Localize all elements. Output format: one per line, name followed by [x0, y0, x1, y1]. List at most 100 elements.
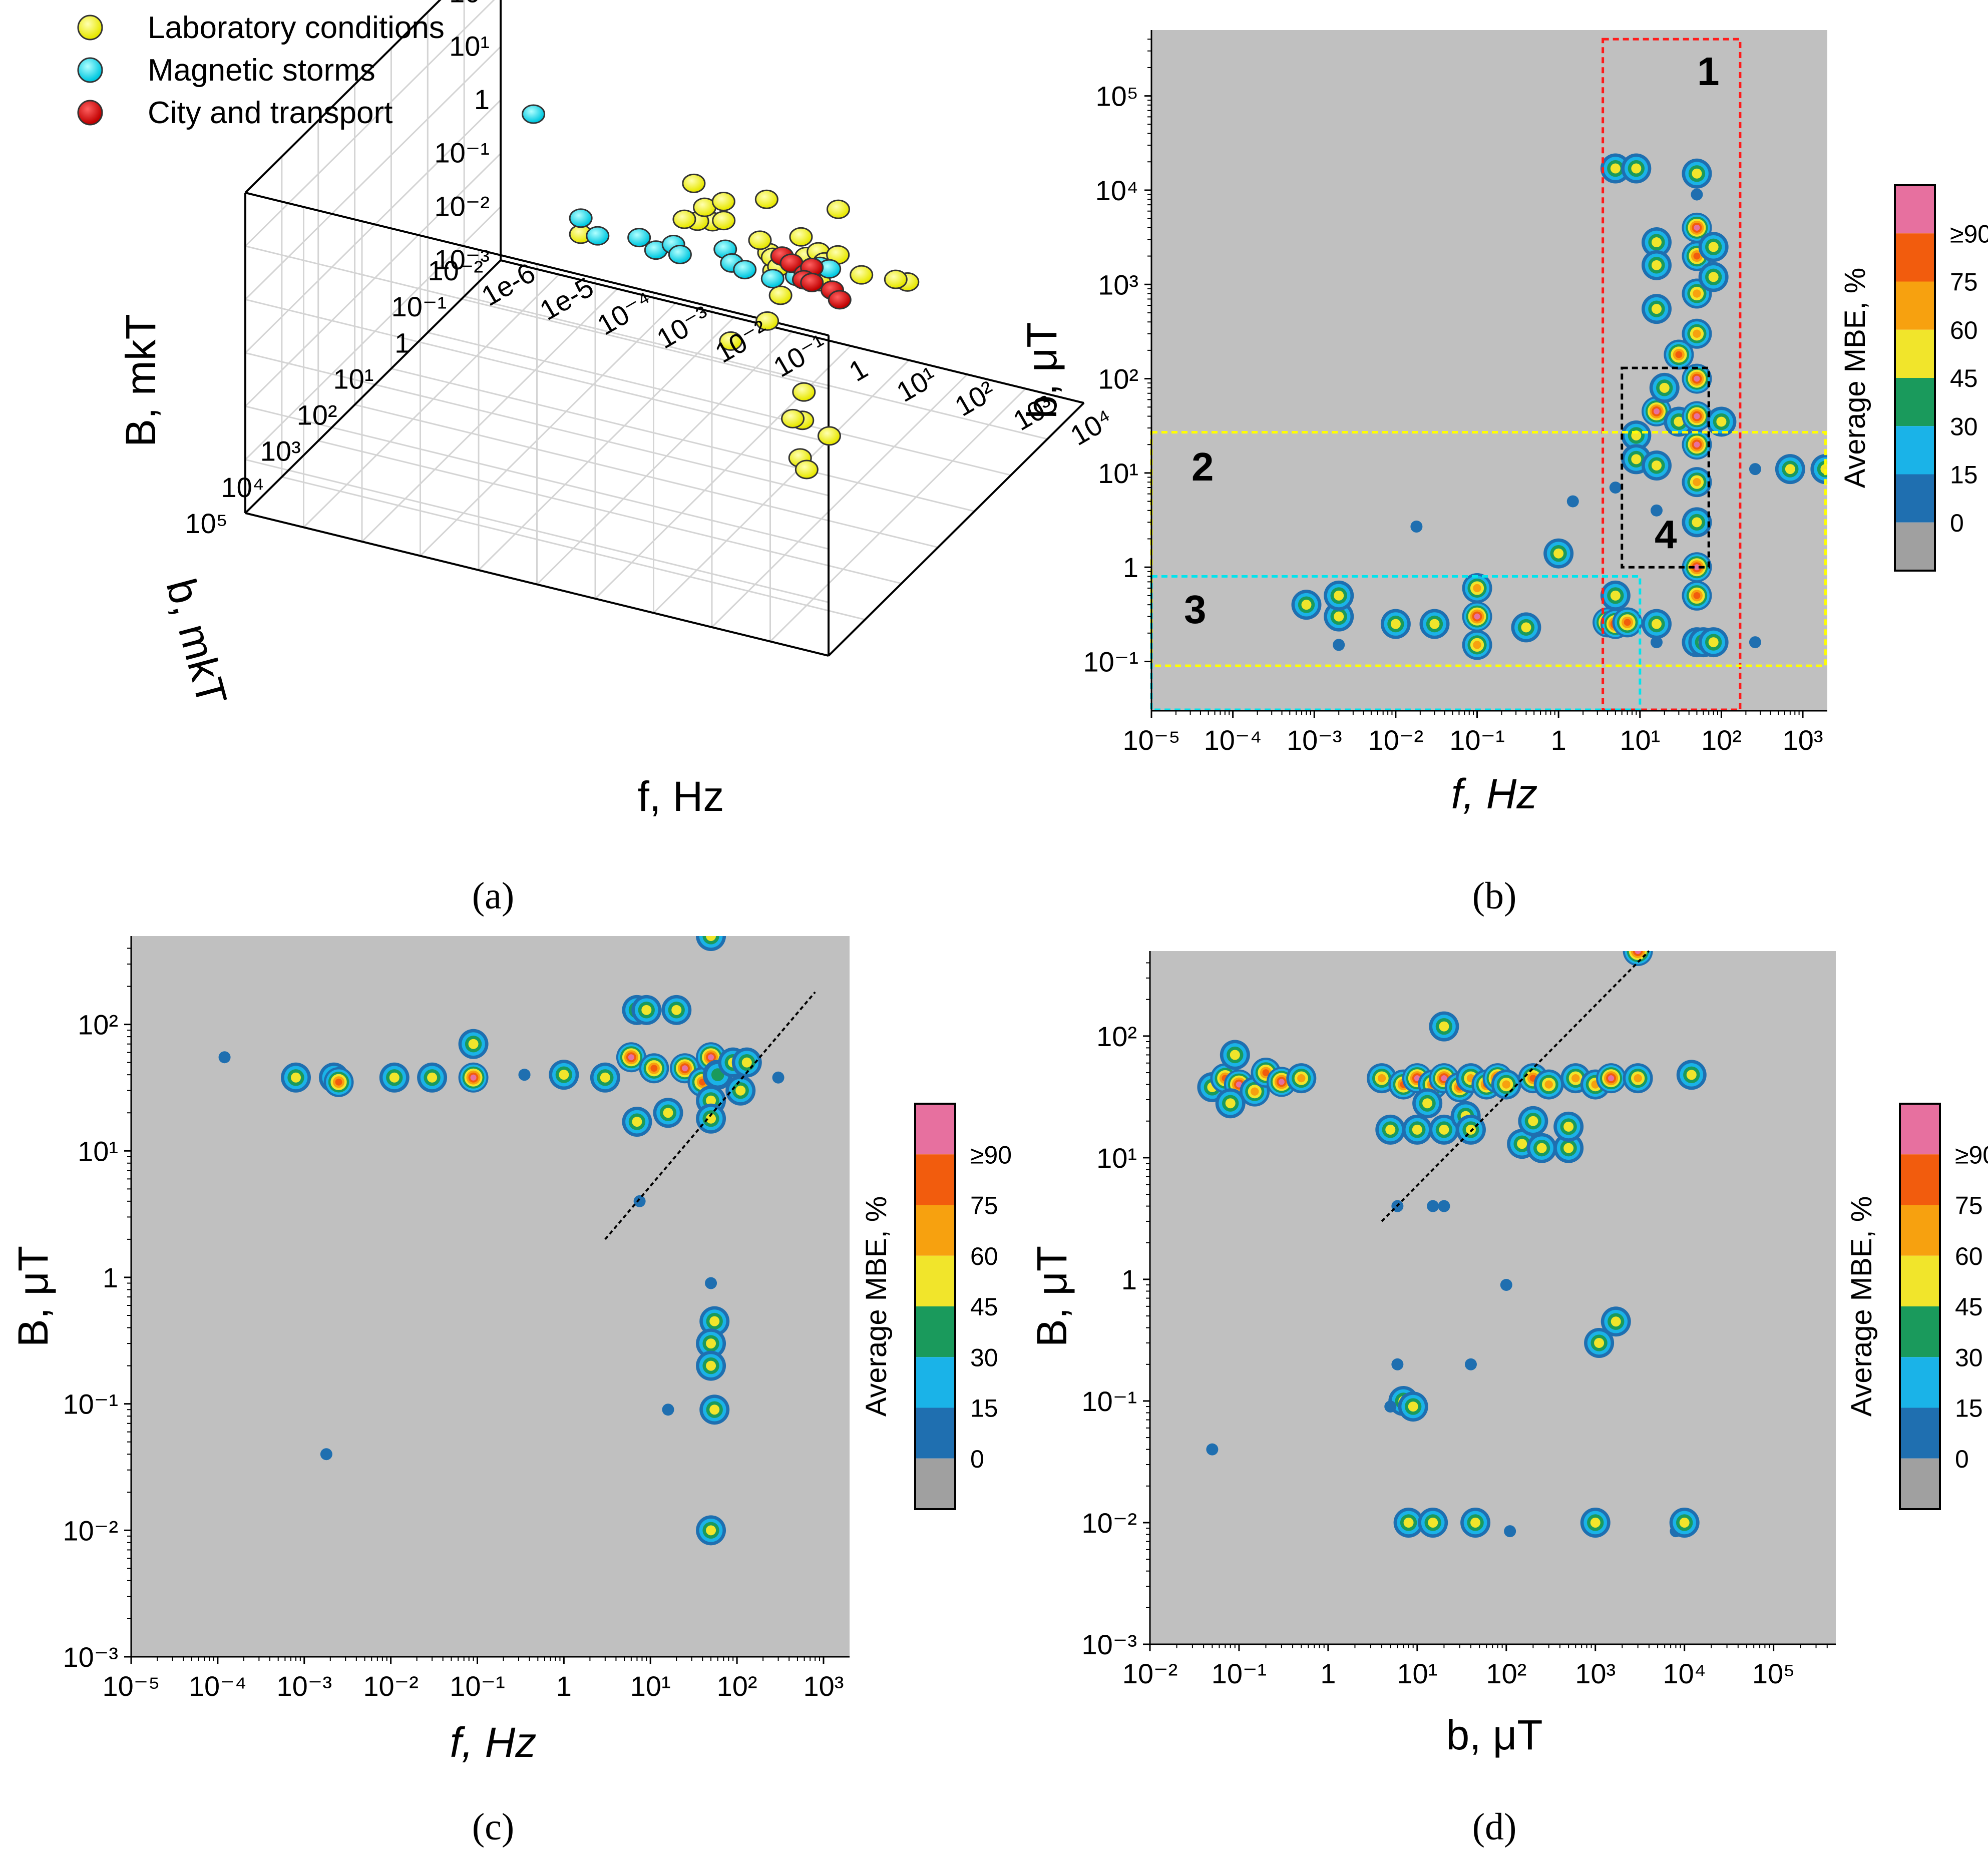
y-tick-label: 1: [1121, 1264, 1137, 1295]
colorbar-label: 30: [1950, 412, 1978, 440]
x-tick-label: 1: [1320, 1658, 1336, 1689]
data-point-city: [828, 290, 852, 310]
heat-spot-ring: [1708, 637, 1719, 648]
colorbar-segment: [915, 1458, 955, 1509]
heat-spot: [1291, 590, 1322, 620]
panel-d-spots: [1197, 951, 1707, 1538]
colorbar-label: 60: [970, 1242, 998, 1270]
colorbar-segment: [1895, 426, 1935, 475]
heat-spot-ring: [1694, 441, 1700, 448]
heat-spot-ring: [1651, 619, 1662, 629]
colorbar-segment: [1895, 281, 1935, 330]
x-tick-label: 10⁴: [1663, 1658, 1706, 1689]
heat-spot: [1669, 1507, 1700, 1538]
colorbar-segment: [915, 1205, 955, 1256]
heat-spot: [1623, 1063, 1653, 1094]
heat-spot-ring: [1749, 463, 1761, 476]
colorbar-frame: [914, 1103, 956, 1510]
data-point-storms: [627, 228, 651, 248]
y-tick-label: 10⁻²: [1082, 1507, 1137, 1539]
legend-label-laboratory: Laboratory conditions: [148, 11, 445, 45]
data-point-laboratory: [850, 265, 874, 285]
panel-c-spots: [218, 936, 784, 1546]
heat-spot-ring: [709, 1405, 720, 1415]
data-point-laboratory: [794, 459, 819, 480]
y-tick-label: 10²: [1096, 1021, 1137, 1052]
heat-spot: [417, 1062, 448, 1093]
colorbar-title: Average MBE, %: [1845, 1196, 1878, 1417]
heat-spot: [696, 936, 726, 951]
heat-spot: [696, 1515, 726, 1546]
heat-spot: [1429, 1011, 1459, 1042]
heat-spot-ring: [1333, 639, 1345, 651]
heat-spot-ring: [1708, 272, 1719, 282]
panel-a-zlabel: B, mkT: [117, 314, 164, 447]
colorbar-label: 0: [970, 1445, 984, 1473]
data-point-storms: [733, 260, 757, 280]
heat-spot-ring: [709, 1316, 720, 1326]
heat-spot-ring: [1500, 1279, 1512, 1291]
colorbar-segment: [915, 1104, 955, 1155]
panel-d-ylabel: B, μT: [1028, 1246, 1075, 1347]
tick-label-f: 10¹: [891, 360, 942, 408]
colorbar-label: 30: [1955, 1343, 1983, 1371]
colorbar-label: 60: [1950, 316, 1978, 344]
legend-label-city: City and transport: [148, 96, 392, 130]
frame-edge: [244, 0, 442, 194]
data-point-laboratory: [719, 331, 743, 351]
heat-spot: [1641, 227, 1672, 258]
heat-spot-ring: [735, 1085, 746, 1096]
x-tick-label: 10⁻²: [363, 1670, 419, 1702]
tick-label-B: 10⁻¹: [435, 137, 490, 169]
heat-spot: [1650, 636, 1663, 649]
tick-label-b: 10⁻¹: [391, 291, 447, 322]
grid-line-floor-b: [464, 295, 1048, 440]
tick-label-b: 10³: [260, 435, 301, 467]
heat-spot-ring: [1571, 1074, 1580, 1083]
heat-spot: [1324, 580, 1354, 611]
heat-spot: [1641, 609, 1672, 639]
heat-spot: [1698, 232, 1729, 262]
panel-d-heatmap: 10⁻² 10⁻¹ 1 10¹ 10² 10³ 10⁴ 10⁵10⁻³10⁻²10⁻¹110¹…: [1028, 950, 1988, 1758]
heat-spot: [1749, 636, 1761, 649]
heat-spot-ring: [671, 1005, 682, 1015]
x-tick-label: 10²: [1486, 1658, 1526, 1689]
heat-spot-ring: [1553, 548, 1564, 559]
tick-label-f: 10²: [949, 375, 1000, 422]
panel-d-tick-labels: 10⁻² 10⁻¹ 1 10¹ 10² 10³ 10⁴ 10⁵10⁻³10⁻²10⁻¹110¹…: [1082, 951, 1836, 1689]
heat-spot-ring: [1206, 1443, 1219, 1456]
heat-spot-ring: [1439, 1021, 1449, 1032]
heat-spot-ring: [1439, 1124, 1449, 1135]
x-tick-label: 10⁻¹: [450, 1670, 505, 1702]
grid-line-floor-f: [711, 373, 968, 628]
heat-spot: [633, 1195, 646, 1207]
heat-spot-ring: [1422, 1098, 1433, 1109]
region-label-2: 2: [1191, 444, 1214, 489]
heat-spot-ring: [1566, 495, 1579, 508]
heat-spot: [1518, 1106, 1548, 1136]
y-tick-label: 10¹: [1096, 1142, 1137, 1174]
heat-spot-ring: [1504, 1525, 1516, 1538]
y-tick-label: 10²: [78, 1009, 118, 1041]
grid-line-left-B: [244, 206, 502, 460]
heat-spot: [1206, 1443, 1219, 1456]
heat-spot: [1553, 1111, 1584, 1142]
data-point-laboratory: [755, 311, 779, 331]
heat-spot: [1649, 372, 1680, 403]
x-tick-label: 10⁵: [1752, 1658, 1795, 1689]
heat-spot: [1600, 153, 1631, 184]
colorbar-label: 45: [1955, 1293, 1983, 1321]
heat-spot-ring: [1694, 375, 1700, 382]
tick-label-b: 10⁻²: [428, 255, 484, 286]
legend-marker-storms: [77, 57, 103, 83]
heat-spot-ring: [1473, 584, 1481, 593]
heat-spot: [1438, 1200, 1450, 1212]
heat-spot-ring: [1334, 590, 1344, 601]
colorbar-segment: [1900, 1154, 1940, 1205]
heat-spot-ring: [1693, 252, 1701, 260]
heat-spot-ring: [1502, 1080, 1510, 1089]
x-tick-label: 10⁻³: [1287, 724, 1342, 756]
heat-spot-ring: [1429, 619, 1440, 629]
heat-spot: [1749, 463, 1761, 476]
colorbar-label: ≥90: [1955, 1141, 1988, 1169]
